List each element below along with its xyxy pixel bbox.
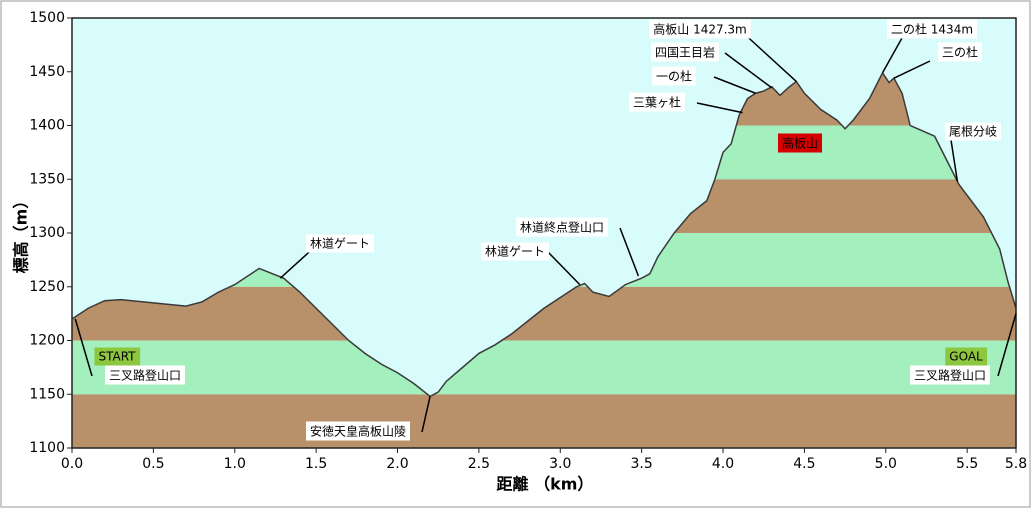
annotation: 三葉ヶ杜	[628, 92, 686, 112]
annotation: 三の杜	[937, 42, 983, 62]
annotation: 安徳天皇高板山陵	[305, 421, 411, 441]
annotation: 林道ゲート	[480, 242, 550, 261]
goal-badge-text: GOAL	[949, 350, 983, 364]
pointer	[881, 37, 903, 74]
start-badge-text: START	[98, 350, 136, 364]
annotation-box	[650, 42, 720, 62]
annotation: 三叉路登山口	[909, 365, 991, 385]
x-tick-label: 3.0	[549, 456, 571, 472]
summit-badge-text: 高板山	[782, 136, 818, 151]
y-tick-label: 1350	[29, 171, 65, 187]
annotation-box	[104, 365, 186, 385]
annotation-box	[651, 66, 697, 86]
annotation: 二の杜 1434m	[886, 19, 978, 39]
annotation: 四国王目岩	[650, 42, 720, 62]
y-tick-label: 1500	[29, 10, 65, 26]
y-tick-label: 1150	[29, 386, 65, 402]
annotation-box	[909, 365, 991, 385]
annotation: 高板山 1427.3m	[649, 19, 751, 39]
summit-badge: 高板山	[777, 133, 823, 153]
annotation-text: 三の杜	[942, 45, 978, 60]
start-badge-box	[94, 347, 141, 366]
annotation-text: 二の杜 1434m	[891, 22, 973, 37]
x-tick-label: 5.8	[1005, 456, 1027, 472]
annotation-box	[480, 242, 550, 261]
x-tick-label: 0.5	[142, 456, 164, 472]
annotation: 一の杜	[651, 66, 697, 86]
annotation-text: 一の杜	[656, 69, 692, 84]
annotation-text: 尾根分岐	[949, 125, 997, 139]
x-tick-label: 2.5	[468, 456, 490, 472]
x-tick-label: 2.0	[386, 456, 408, 472]
annotation-text: 安徳天皇高板山陵	[310, 424, 406, 439]
annotation-box	[305, 234, 375, 253]
pointer	[893, 60, 931, 79]
annotation-box	[515, 217, 609, 237]
x-tick-label: 1.5	[305, 456, 327, 472]
pointer	[696, 102, 743, 114]
annotation-text: 林道終点登山口	[520, 220, 604, 235]
annotation-box	[649, 19, 751, 39]
pointer	[547, 251, 581, 286]
y-tick-label: 1450	[29, 64, 65, 80]
summit-badge-box	[777, 133, 823, 153]
start-badge: START	[94, 347, 141, 366]
pointer	[950, 139, 959, 182]
annotation-box	[628, 92, 686, 112]
annotation-box	[944, 122, 1002, 141]
y-tick-label: 1200	[29, 333, 65, 349]
x-tick-label: 3.5	[631, 456, 653, 472]
pointer	[74, 318, 93, 377]
annotation-text: 三叉路登山口	[109, 368, 181, 383]
x-tick-label: 5.0	[875, 456, 897, 472]
pointer	[421, 396, 431, 433]
annotation: 林道終点登山口	[515, 217, 609, 237]
annotation: 三叉路登山口	[104, 365, 186, 385]
annotation-box	[305, 421, 411, 441]
y-tick-label: 1100	[29, 440, 65, 456]
annotation-text: 四国王目岩	[655, 45, 715, 60]
x-tick-label: 4.5	[793, 456, 815, 472]
band	[72, 340, 1016, 395]
annotation-box	[937, 42, 983, 62]
pointer	[724, 52, 773, 89]
y-tick-label: 1250	[29, 279, 65, 295]
annotation: 林道ゲート	[305, 234, 375, 253]
annotation-text: 林道ゲート	[485, 245, 545, 259]
pointer	[713, 76, 756, 94]
annotation-text: 三葉ヶ杜	[633, 95, 681, 110]
x-tick-label: 4.0	[712, 456, 734, 472]
y-tick-label: 1300	[29, 225, 65, 241]
x-tick-label: 5.5	[956, 456, 978, 472]
x-tick-label: 0.0	[61, 456, 83, 472]
y-tick-label: 1400	[29, 118, 65, 134]
goal-badge: GOAL	[945, 347, 988, 366]
pointer	[619, 227, 640, 277]
pointer	[739, 29, 797, 82]
goal-badge-box	[945, 347, 988, 366]
annotation-text: 高板山 1427.3m	[653, 22, 747, 37]
annotation-box	[886, 19, 978, 39]
x-tick-label: 1.0	[224, 456, 246, 472]
y-axis-label: 標高（m）	[12, 193, 31, 274]
band	[72, 394, 1016, 448]
annotation-text: 三叉路登山口	[914, 368, 986, 383]
annotation-text: 林道ゲート	[310, 237, 370, 251]
annotation: 尾根分岐	[944, 122, 1002, 141]
x-axis-label: 距離 （km）	[497, 475, 594, 494]
pointer	[997, 313, 1017, 377]
